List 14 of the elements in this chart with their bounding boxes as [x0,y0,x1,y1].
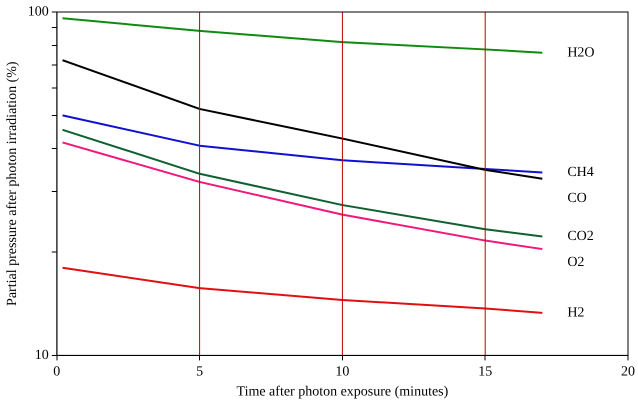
series-label: H2 [567,306,584,321]
y-tick-label: 100 [28,4,49,20]
series-label: O2 [567,255,584,270]
series-label: CO2 [567,229,594,244]
x-tick-label: 0 [53,364,60,380]
y-axis-title: Partial pressure after photon irradiation (%) [5,61,20,306]
series-label: CH4 [567,165,594,180]
series-label: CO [567,191,587,206]
x-tick-label: 10 [335,364,350,380]
x-tick-label: 5 [196,364,204,380]
x-tick-label: 15 [478,364,492,380]
x-axis-title: Time after photon exposure (minutes) [236,384,449,400]
x-tick-label: 20 [621,364,635,380]
series-label: H2O [567,45,595,60]
